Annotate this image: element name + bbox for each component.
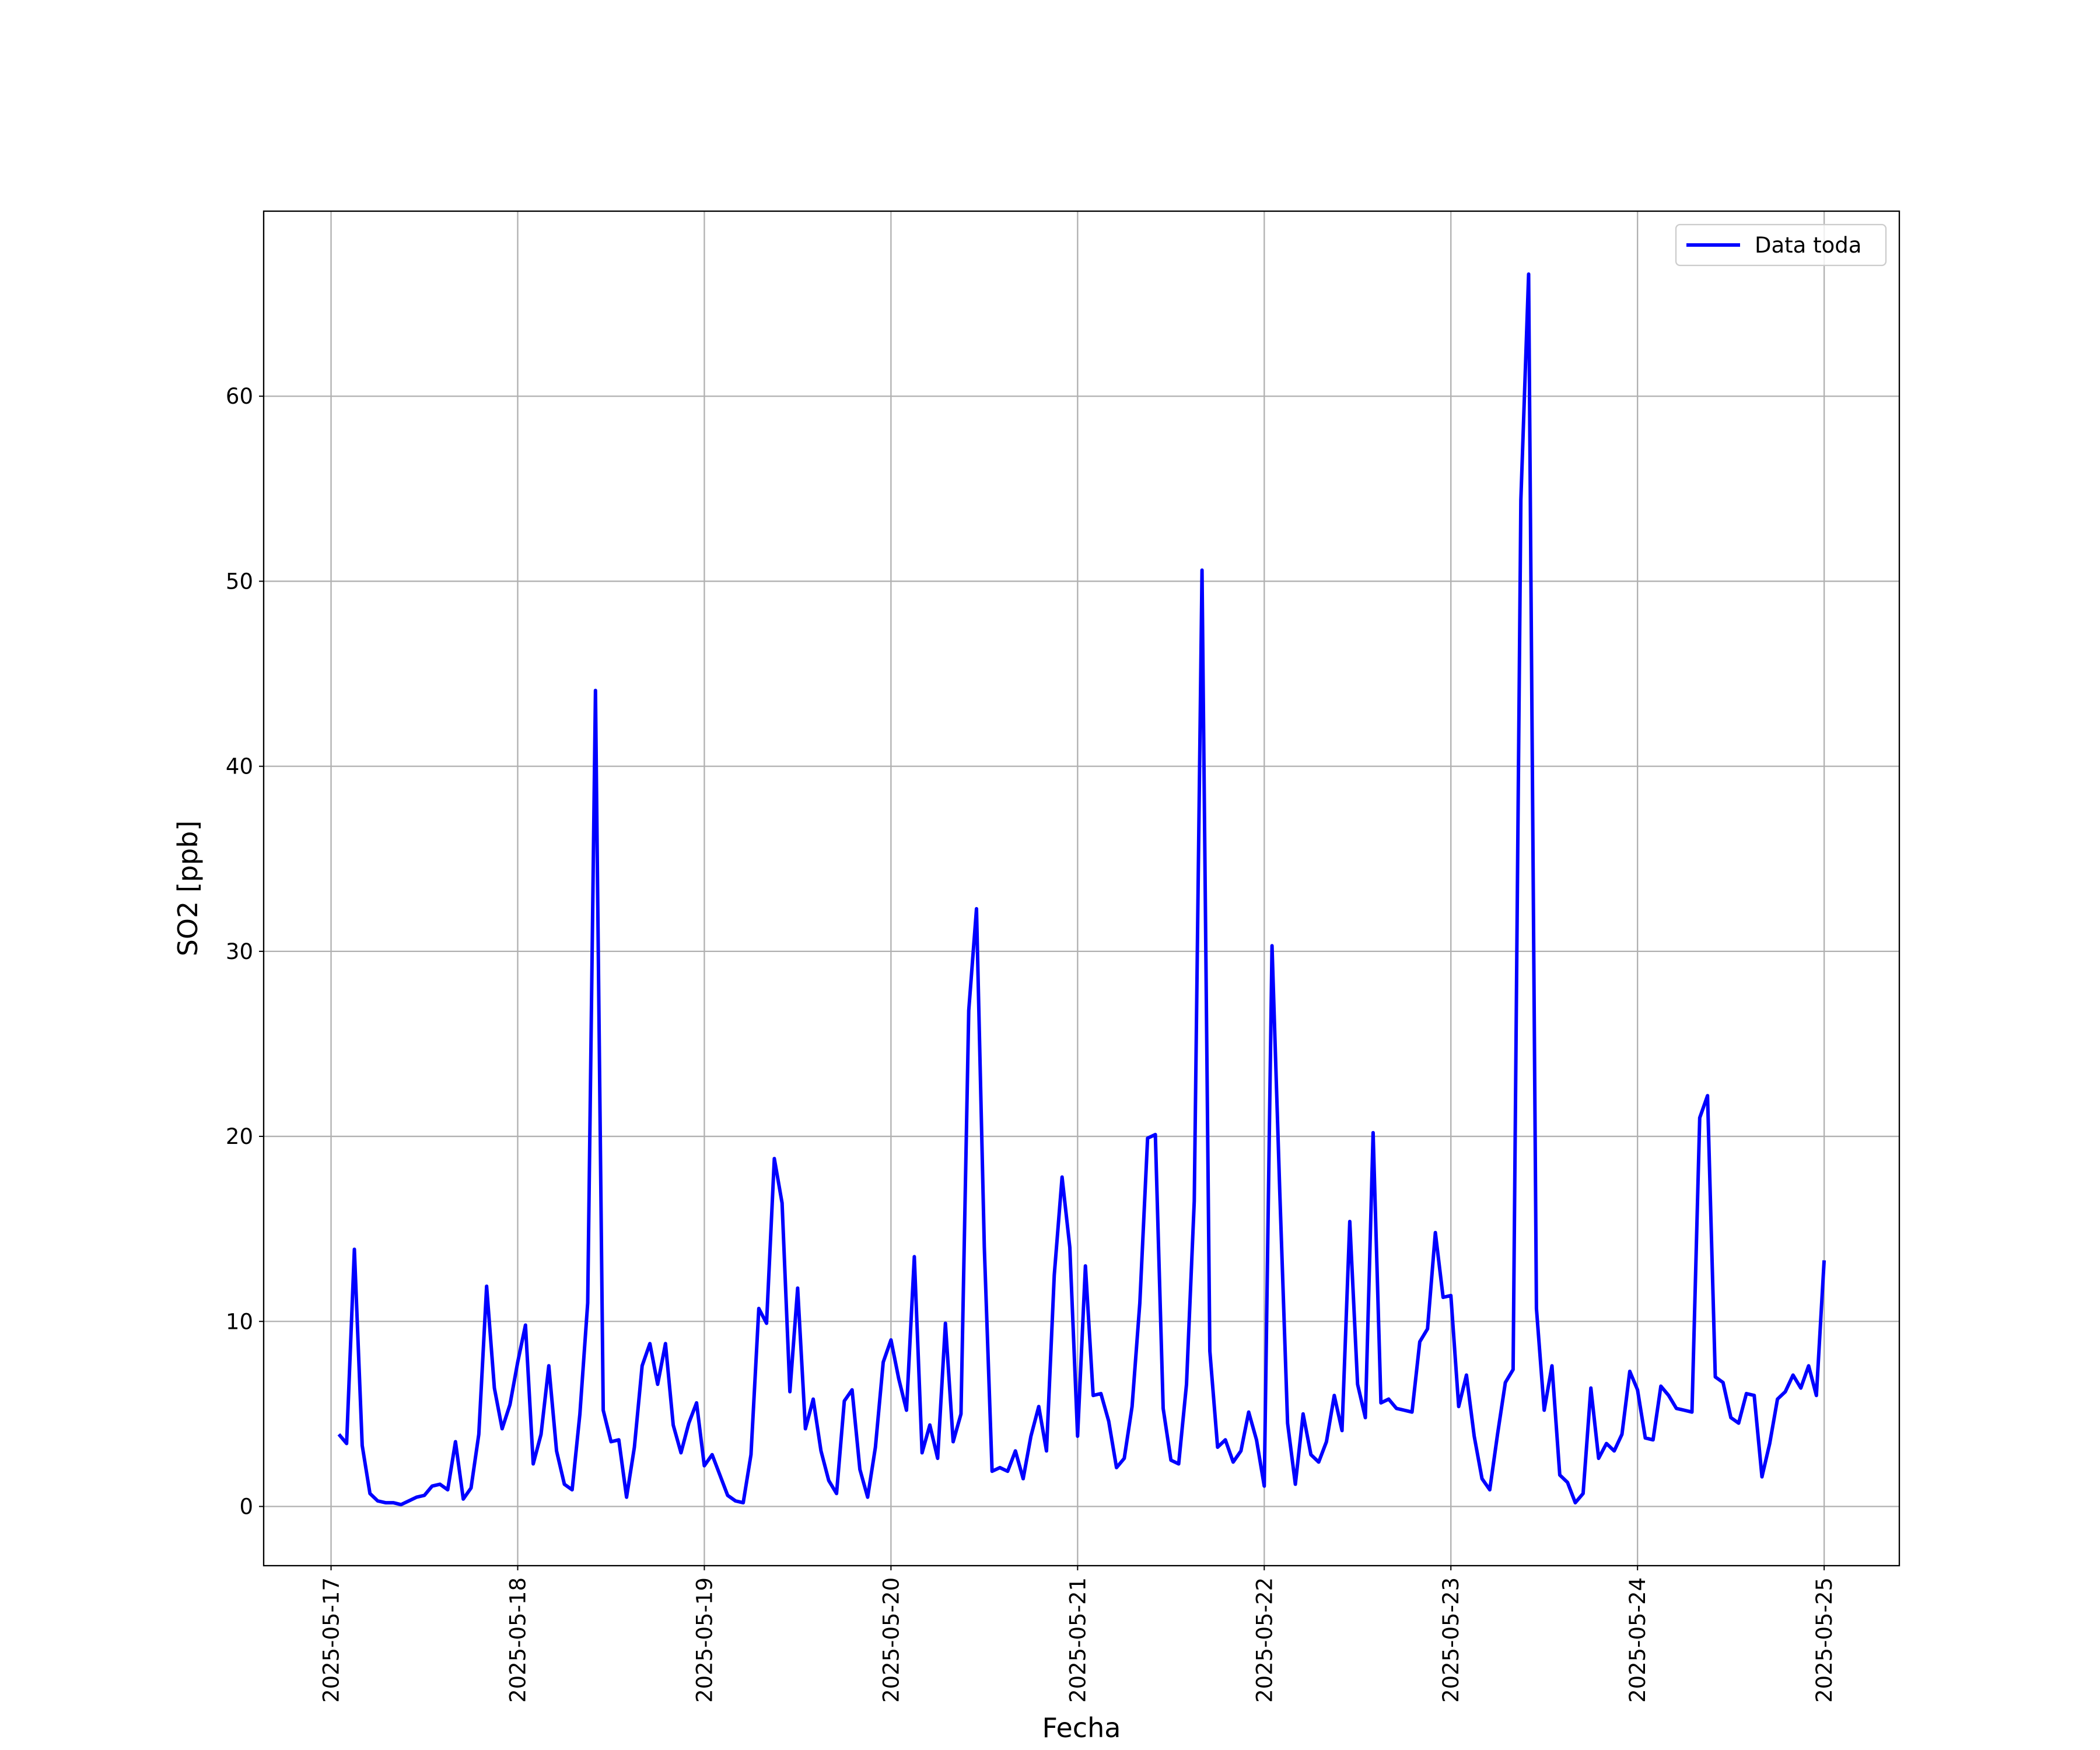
x-tick-label: 2025-05-19 <box>692 1577 717 1703</box>
y-tick-label: 10 <box>226 1309 253 1334</box>
y-tick-label: 50 <box>226 569 253 594</box>
x-tick-label: 2025-05-22 <box>1252 1577 1277 1703</box>
axes: 0 10 20 30 40 50 60 2025-05-17 2025-05-18 2025-05… <box>226 210 1901 1703</box>
plot-frame <box>262 210 1901 1567</box>
legend: Data toda <box>1675 223 1887 267</box>
y-tick-label: 30 <box>226 939 253 964</box>
data-line <box>337 272 1826 1507</box>
lines <box>337 272 1826 1507</box>
x-tick-label: 2025-05-24 <box>1625 1577 1650 1703</box>
y-tick-label: 0 <box>239 1494 253 1519</box>
x-tick-label: 2025-05-21 <box>1065 1577 1090 1703</box>
y-tick-label: 20 <box>226 1124 253 1149</box>
y-tick-label: 40 <box>226 754 253 779</box>
legend-label: Data toda <box>1755 233 1861 258</box>
x-tick-label: 2025-05-25 <box>1812 1577 1837 1703</box>
x-tick-label: 2025-05-20 <box>878 1577 904 1703</box>
x-tick-label: 2025-05-23 <box>1438 1577 1464 1703</box>
y-tick-label: 60 <box>226 384 253 409</box>
y-axis-label: SO2 [ppb] <box>172 821 204 957</box>
x-axis-label: Fecha <box>1042 1712 1121 1744</box>
x-tick-label: 2025-05-18 <box>505 1577 530 1703</box>
x-tick-label: 2025-05-17 <box>319 1577 344 1703</box>
legend-box <box>1675 223 1887 267</box>
